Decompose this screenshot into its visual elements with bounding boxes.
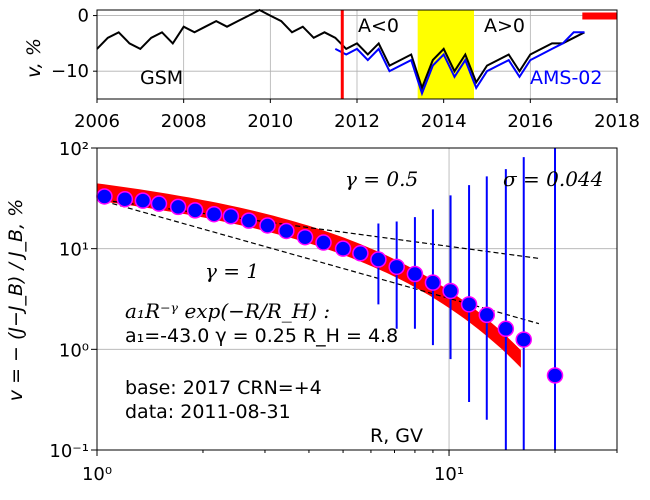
data-point <box>546 367 564 384</box>
bottom-y-tick-label: 10⁻¹ <box>49 441 89 462</box>
top-x-tick-label: 2014 <box>421 111 467 132</box>
top-x-tick-label: 2006 <box>74 111 120 132</box>
data-date-text: data: 2011-08-31 <box>125 401 291 423</box>
data-point <box>352 245 369 262</box>
data-point <box>116 190 134 208</box>
bottom-ylabel: v = − (J−J_B) / J_B, % <box>5 199 27 401</box>
series-line-gsm <box>96 8 585 91</box>
data-point <box>240 212 258 229</box>
data-point <box>150 195 168 212</box>
top-ylabel: v, % <box>23 38 45 78</box>
data-points <box>96 188 564 384</box>
top-x-tick-label: 2008 <box>161 111 207 132</box>
data-point <box>406 265 424 283</box>
data-point <box>334 240 352 257</box>
data-point <box>370 251 387 268</box>
gamma-one-label: γ = 1 <box>205 259 259 283</box>
top-label-ams: AMS-02 <box>530 67 602 89</box>
data-point <box>222 207 240 225</box>
data-point <box>388 258 405 276</box>
top-ticks: 2006 2008 2010 2012 2014 2016 2018 0 −10 <box>51 6 640 132</box>
data-point <box>96 188 113 205</box>
data-point <box>296 228 314 246</box>
top-panel: 2006 2008 2010 2012 2014 2016 2018 0 −10 GSM AMS… <box>23 6 640 132</box>
bottom-x-tick-label: 10⁰ <box>82 464 112 485</box>
data-point <box>205 205 223 223</box>
top-x-tick-label: 2018 <box>594 111 640 132</box>
fit-params: a₁=-43.0 γ = 0.25 R_H = 4.8 <box>125 325 398 347</box>
base-text: base: 2017 CRN=+4 <box>125 377 322 399</box>
data-point <box>278 222 295 240</box>
guide-gamma-one <box>96 198 540 325</box>
data-point <box>442 282 459 300</box>
top-y-tick-label: 0 <box>78 6 89 27</box>
data-point <box>424 274 442 291</box>
data-point <box>460 296 478 313</box>
gamma-half-label: γ = 0.5 <box>345 167 418 191</box>
data-point <box>315 234 332 251</box>
top-x-tick-label: 2010 <box>247 111 293 132</box>
bottom-y-tick-label: 10¹ <box>59 240 89 261</box>
data-point <box>186 202 204 219</box>
fit-formula: a₁R⁻ᵞ exp(−R/R_H) : <box>125 299 330 323</box>
top-label-apos: A>0 <box>484 15 525 37</box>
data-point <box>497 320 515 338</box>
data-point <box>169 198 187 216</box>
data-point <box>515 331 532 348</box>
bottom-y-tick-label: 10⁰ <box>59 340 89 361</box>
top-y-tick-label: −10 <box>51 61 89 82</box>
top-label-gsm: GSM <box>140 67 183 89</box>
bottom-y-tick-label: 10² <box>59 139 89 160</box>
data-point <box>478 306 496 324</box>
sigma-label: σ = 0.044 <box>503 167 603 191</box>
data-point <box>259 217 276 234</box>
bottom-x-tick-label: 10¹ <box>434 464 464 485</box>
bottom-axes-frame <box>96 147 618 451</box>
top-x-tick-label: 2016 <box>507 111 553 132</box>
top-label-aneg: A<0 <box>358 15 399 37</box>
top-x-tick-label: 2012 <box>334 111 380 132</box>
top-series <box>96 8 585 97</box>
bottom-xlabel: R, GV <box>370 425 423 447</box>
series-line-ams <box>334 31 585 97</box>
data-point <box>134 192 152 209</box>
